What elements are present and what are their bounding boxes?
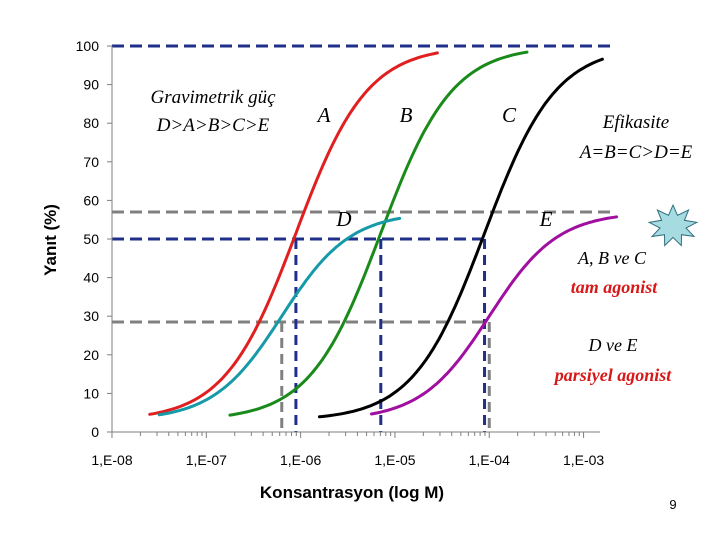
x-tick-label: 1,E-05 xyxy=(374,452,415,468)
y-axis-label: Yanıt (%) xyxy=(41,204,60,276)
x-axis-label: Konsantrasyon (log M) xyxy=(260,483,444,502)
potency-order: D>A>B>C>E xyxy=(156,115,270,136)
y-tick-label: 60 xyxy=(83,192,99,208)
x-tick-label: 1,E-04 xyxy=(469,452,510,468)
x-ticks: 1,E-08 1,E-07 1,E-06 1,E-05 1,E-04 1,E-03 xyxy=(91,432,604,468)
curve-label-d: D xyxy=(335,207,351,231)
curves xyxy=(148,50,619,419)
x-tick-label: 1,E-08 xyxy=(91,452,132,468)
curve-label-a: A xyxy=(316,103,331,127)
y-tick-label: 20 xyxy=(83,347,99,363)
y-tick-label: 0 xyxy=(91,424,99,440)
curve-a xyxy=(148,51,439,416)
potency-title: Gravimetrik güç xyxy=(150,87,276,108)
y-tick-label: 40 xyxy=(83,270,99,286)
x-tick-label: 1,E-07 xyxy=(186,452,227,468)
curve-label-c: C xyxy=(502,103,517,127)
y-tick-label: 90 xyxy=(83,77,99,93)
y-tick-label: 100 xyxy=(76,38,100,54)
page-number: 9 xyxy=(669,497,676,512)
y-tick-label: 50 xyxy=(83,231,99,247)
curve-label-b: B xyxy=(400,103,413,127)
partial-agonist-drugs: D ve E xyxy=(588,335,638,355)
starburst-icon xyxy=(647,203,699,247)
y-tick-label: 30 xyxy=(83,308,99,324)
curve-d xyxy=(157,216,402,417)
efficacy-title: Efikasite xyxy=(602,112,669,133)
y-tick-label: 10 xyxy=(83,385,99,401)
y-tick-label: 80 xyxy=(83,115,99,131)
curve-b xyxy=(228,50,529,417)
partial-agonist-label: parsiyel agonist xyxy=(553,365,673,385)
x-tick-label: 1,E-06 xyxy=(280,452,321,468)
x-tick-label: 1,E-03 xyxy=(563,452,604,468)
full-agonist-drugs: A, B ve C xyxy=(577,248,647,268)
efficacy-order: A=B=C>D=E xyxy=(578,142,693,163)
curve-c xyxy=(318,57,604,419)
y-tick-label: 70 xyxy=(83,154,99,170)
y-ticks: 0 10 20 30 40 50 60 70 80 90 100 xyxy=(76,38,112,440)
curve-e xyxy=(369,215,619,416)
full-agonist-label: tam agonist xyxy=(571,277,659,297)
curve-label-e: E xyxy=(539,207,553,231)
